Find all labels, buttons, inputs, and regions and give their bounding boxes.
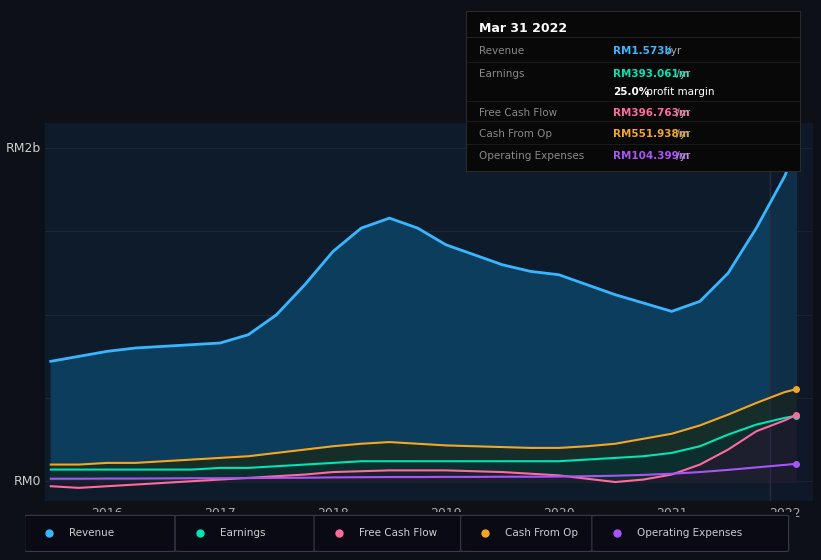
Bar — [770, 123, 813, 501]
Text: RM396.763m: RM396.763m — [613, 108, 690, 118]
Text: RM2b: RM2b — [6, 142, 41, 155]
Text: Cash From Op: Cash From Op — [506, 529, 579, 538]
Text: /yr: /yr — [672, 151, 690, 161]
Text: RM0: RM0 — [14, 475, 41, 488]
Text: Operating Expenses: Operating Expenses — [479, 151, 585, 161]
FancyBboxPatch shape — [175, 515, 318, 552]
Text: Revenue: Revenue — [70, 529, 114, 538]
Text: RM1.573b: RM1.573b — [613, 45, 672, 55]
FancyBboxPatch shape — [592, 515, 789, 552]
Text: /yr: /yr — [672, 128, 690, 138]
Text: 25.0%: 25.0% — [613, 87, 649, 97]
Text: Earnings: Earnings — [220, 529, 265, 538]
FancyBboxPatch shape — [461, 515, 596, 552]
Text: Cash From Op: Cash From Op — [479, 128, 552, 138]
Text: Operating Expenses: Operating Expenses — [636, 529, 742, 538]
Text: Mar 31 2022: Mar 31 2022 — [479, 22, 567, 35]
Text: profit margin: profit margin — [643, 87, 714, 97]
FancyBboxPatch shape — [25, 515, 175, 552]
Text: /yr: /yr — [672, 69, 690, 80]
Text: RM104.399m: RM104.399m — [613, 151, 690, 161]
Text: Revenue: Revenue — [479, 45, 524, 55]
Text: RM393.061m: RM393.061m — [613, 69, 690, 80]
Text: RM551.938m: RM551.938m — [613, 128, 690, 138]
Text: /yr: /yr — [672, 108, 690, 118]
FancyBboxPatch shape — [314, 515, 465, 552]
Text: Free Cash Flow: Free Cash Flow — [359, 529, 437, 538]
Text: /yr: /yr — [664, 45, 681, 55]
Text: Free Cash Flow: Free Cash Flow — [479, 108, 557, 118]
Text: Earnings: Earnings — [479, 69, 525, 80]
